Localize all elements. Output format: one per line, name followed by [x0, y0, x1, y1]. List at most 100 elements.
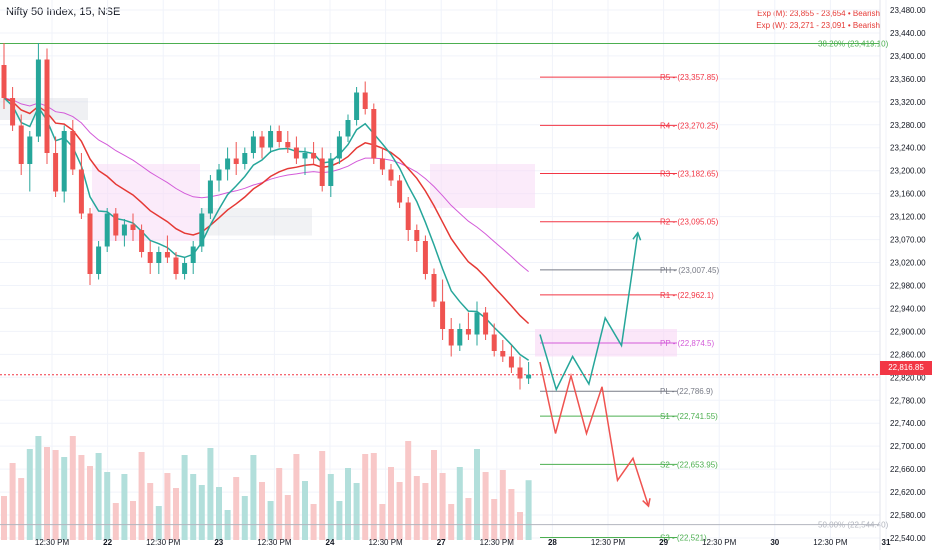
volume-bar: [431, 450, 437, 540]
pivot-label: R3 - (23,182.65): [660, 170, 719, 179]
x-tick-label: 22: [103, 538, 112, 547]
volume-bar: [198, 485, 205, 540]
zone-box: [430, 164, 535, 208]
volume-bar: [422, 483, 429, 540]
volume-bar: [491, 499, 498, 540]
candle-body: [526, 374, 532, 379]
candle-body: [448, 329, 454, 346]
candle-body: [379, 158, 385, 170]
volume-bar: [78, 455, 85, 540]
x-tick-label: 29: [659, 538, 668, 547]
candle-body: [70, 131, 76, 170]
candle-body: [508, 356, 514, 368]
pivot-label: S2 - (22,653.95): [660, 460, 718, 469]
candle-body: [474, 312, 480, 335]
candle-body: [35, 59, 41, 137]
zone-layer: [0, 98, 677, 357]
y-tick-label: 23,320.00: [890, 98, 926, 107]
volume-bar: [499, 470, 506, 540]
volume-bar: [508, 489, 515, 540]
volume-bar: [525, 480, 532, 540]
volume-bar: [95, 453, 102, 540]
candle-body: [10, 98, 16, 126]
volume-bar: [233, 477, 240, 540]
y-tick-label: 22,540.00: [890, 534, 926, 543]
volume-bar: [155, 506, 162, 540]
pivot-label: R4 - (23,270.25): [660, 121, 719, 130]
bullish-projection-arrowhead: [632, 231, 642, 241]
volume-bar: [474, 449, 480, 540]
y-tick-label: 22,700.00: [890, 442, 926, 451]
expiry-info-box: Exp (M): 23,855 - 23,654 • Bearish Exp (…: [756, 8, 880, 32]
y-tick-label: 23,200.00: [890, 167, 926, 176]
volume-bar: [61, 457, 68, 540]
candle-body: [190, 246, 196, 263]
pivot-level-layer: R5 - (23,357.85) R4 - (23,270.25) R3 - (23…: [0, 39, 889, 542]
y-tick-label: 23,070.00: [890, 236, 926, 245]
bullish-projection: [539, 232, 639, 392]
ema-green-line: [3, 97, 530, 361]
zone-box: [200, 208, 312, 236]
volume-bar: [18, 478, 25, 540]
volume-bar: [319, 451, 326, 540]
y-tick-label: 23,020.00: [890, 259, 926, 268]
candle-body: [44, 59, 50, 153]
candle-body: [405, 202, 411, 230]
x-tick-label: 12:30 PM: [368, 538, 403, 547]
candle-body: [233, 158, 239, 164]
pivot-label: PH - (23,007.45): [660, 266, 719, 275]
volume-bar: [302, 481, 308, 540]
candle-body: [182, 263, 188, 274]
candle-body: [302, 153, 308, 159]
pivot-label: PP - (22,874.5): [660, 339, 714, 348]
volume-bar: [121, 474, 128, 540]
candle-body: [388, 169, 394, 181]
candle-body: [491, 334, 497, 351]
volume-bar: [327, 474, 334, 540]
volume-bar: [353, 483, 360, 540]
volume-bar: [52, 450, 59, 540]
candle-body: [517, 367, 523, 379]
pivot-label: R5 - (23,357.85): [660, 73, 719, 82]
pivot-label: R1 - (22,962.1): [660, 291, 714, 300]
candle-body: [457, 329, 463, 346]
volume-bar: [138, 452, 145, 540]
candle-body: [483, 312, 489, 335]
candle-body: [440, 301, 446, 329]
volume-bar: [370, 453, 377, 540]
candle-body: [465, 329, 471, 335]
fib-label: 38.20% (23,419.10): [818, 39, 889, 48]
bearish-projection-arrowhead: [642, 498, 651, 508]
volume-bar: [293, 454, 300, 540]
candle-body: [1, 65, 7, 98]
y-tick-label: 22,820.00: [890, 373, 926, 382]
volume-bar: [9, 463, 16, 540]
candle-body: [285, 142, 291, 148]
candle-body: [268, 131, 274, 148]
y-tick-label: 23,400.00: [890, 52, 926, 61]
candle-body: [328, 158, 334, 186]
volume-bar: [517, 512, 523, 540]
volume-bar: [267, 501, 274, 540]
volume-bar: [1, 496, 7, 540]
candle-body: [336, 136, 342, 159]
volume-bar: [104, 472, 111, 540]
candle-body: [431, 274, 437, 302]
y-tick-label: 22,620.00: [890, 488, 926, 497]
volume-bar: [44, 447, 50, 540]
candle-body: [199, 213, 205, 247]
candle-body: [216, 169, 222, 181]
candle-body: [18, 125, 24, 164]
volume-bar: [310, 504, 317, 540]
pivot-label: S3 - (22,521): [660, 533, 707, 542]
candle-body: [53, 153, 59, 192]
volume-bar: [190, 474, 197, 540]
volume-bar: [216, 487, 222, 540]
candle-body: [139, 230, 145, 252]
x-tick-label: 31: [882, 538, 891, 547]
bearish-projection: [539, 361, 650, 507]
y-tick-label: 23,480.00: [890, 6, 926, 15]
x-tick-label: 12:30 PM: [480, 538, 515, 547]
candle-body: [121, 224, 127, 236]
